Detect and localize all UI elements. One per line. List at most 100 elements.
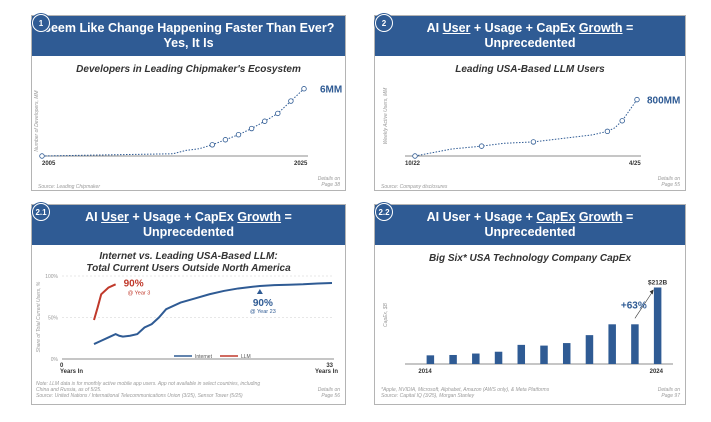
panel-header: Seem Like Change Happening Faster Than E…	[32, 16, 345, 56]
section-badge: 2.2	[375, 203, 393, 221]
subtitle-line: Internet vs. Leading USA-Based LLM:	[99, 251, 278, 262]
bar	[517, 344, 526, 364]
section-badge: 1	[32, 14, 50, 32]
title-underlined: User	[442, 21, 471, 35]
title-underlined: Growth	[237, 210, 282, 224]
data-point	[530, 139, 537, 145]
details-line: Details on	[657, 387, 680, 393]
data-point	[275, 110, 281, 117]
note-line: Source: Capital IQ (3/25), Morgan Stanle…	[381, 393, 475, 399]
growth-arrow-line	[634, 291, 653, 319]
panel-title-line1: Seem Like Change Happening Faster Than E…	[42, 21, 335, 35]
data-point	[301, 86, 307, 92]
source-note: Source: Leading Chipmaker	[38, 184, 100, 190]
x-tick-label: 2014	[418, 369, 432, 375]
series-line	[41, 88, 305, 157]
title-part: =	[281, 210, 292, 224]
internet-annotation-sub: @ Year 23	[250, 309, 276, 315]
data-point	[619, 118, 625, 124]
note-line: *Apple, NVIDIA, Microsoft, Alphabet, Ama…	[381, 387, 550, 393]
details-line: Details on	[657, 176, 680, 182]
bar	[608, 324, 616, 364]
bar	[494, 351, 503, 364]
details-line: Page 56	[321, 393, 340, 399]
x-axis-label: Years In	[60, 369, 83, 375]
llm-series-line	[93, 283, 117, 321]
details-note: Details on Page 55	[658, 176, 680, 188]
panel-header: AI User + Usage + CapEx Growth = Unprece…	[32, 205, 345, 245]
bar-value-label: $212B	[648, 279, 667, 286]
growth-label: +63%	[621, 300, 647, 311]
title-underlined: Growth	[578, 210, 623, 224]
y-axis-label: CapEx, $B	[383, 302, 389, 327]
panel-title-line2: Unprecedented	[484, 225, 576, 239]
end-value-label: 6MM	[320, 85, 342, 96]
series-line	[414, 99, 638, 157]
x-axis-label: Years In	[315, 369, 338, 375]
bar	[585, 335, 594, 364]
y-tick-label: 100%	[45, 274, 58, 280]
chart-subtitle: Internet vs. Leading USA-Based LLM: Tota…	[32, 251, 345, 275]
x-tick-label: 2024	[650, 369, 664, 375]
bar	[426, 355, 435, 364]
title-part: + Usage + CapEx	[128, 210, 238, 224]
internet-series-line	[93, 282, 333, 345]
y-axis-label: Share of Total Current Users, %	[36, 281, 42, 352]
details-line: Details on	[317, 176, 340, 182]
chart-subtitle: Big Six* USA Technology Company CapEx	[428, 253, 632, 264]
data-point	[634, 96, 640, 103]
internet-annotation-value: 90%	[253, 298, 273, 309]
title-part: AI User + Usage +	[426, 210, 537, 224]
panel-title-line2: Yes, It Is	[163, 36, 214, 50]
panel-title-line2: Unprecedented	[484, 36, 576, 50]
x-tick-label: 10/22	[405, 161, 421, 167]
bar	[562, 343, 571, 364]
source-note: Source: Company disclosures	[381, 184, 448, 190]
title-part: + Usage + CapEx	[470, 21, 579, 35]
data-point	[248, 125, 255, 132]
panel-header: AI User + Usage + CapEx Growth = Unprece…	[375, 16, 685, 56]
data-point	[235, 131, 242, 138]
bar	[540, 345, 548, 364]
data-point	[288, 98, 294, 104]
title-part: =	[622, 21, 634, 35]
panel-title-line1: AI User + Usage + CapEx Growth =	[32, 210, 345, 225]
details-line: Page 97	[661, 393, 680, 399]
panel-title-line1: AI User + Usage + CapEx Growth =	[375, 21, 685, 36]
panel-llm-users: AI User + Usage + CapEx Growth = Unprece…	[374, 15, 686, 191]
section-badge: 2	[375, 14, 393, 32]
llm-annotation-sub: @ Year 3	[128, 290, 151, 296]
title-part: =	[622, 210, 634, 224]
panel-title-line2: Unprecedented	[143, 225, 234, 239]
llm-annotation-value: 90%	[124, 278, 144, 289]
panel-header: AI User + Usage + CapEx Growth = Unprece…	[375, 205, 685, 245]
legend-label-llm: LLM	[241, 354, 251, 360]
bar	[472, 353, 480, 364]
y-tick-label: 50%	[48, 316, 59, 322]
x-tick-label: 0	[60, 363, 64, 369]
details-note: Details on Page 56	[318, 387, 340, 399]
note-line: Note: LLM data is for monthly active mob…	[36, 381, 261, 387]
details-note: Details on Page 97	[658, 387, 680, 399]
developers-chart: Number of Developers, MM 2005 2025 6MM	[34, 85, 342, 167]
y-tick-label: 0%	[51, 357, 59, 363]
section-badge: 2.1	[32, 203, 50, 221]
y-axis-label: Number of Developers, MM	[34, 90, 40, 152]
legend-label-internet: Internet	[195, 354, 213, 360]
x-tick-label: 4/25	[629, 161, 641, 167]
data-point	[261, 118, 268, 124]
bar	[653, 287, 662, 364]
title-part: AI	[426, 21, 443, 35]
details-note: Details on Page 38	[318, 176, 340, 188]
data-point	[39, 153, 45, 159]
title-underlined: Growth	[578, 21, 623, 35]
details-line: Page 55	[661, 182, 680, 188]
bar	[449, 354, 457, 364]
data-point	[209, 142, 215, 148]
internet-vs-llm-chart: 100% 50% 0% Share of Total Current Users, %…	[36, 274, 338, 375]
capex-chart: CapEx, $B 2014 2024 $212B +63%	[383, 279, 673, 375]
subtitle-line: Total Current Users Outside North Americ…	[86, 263, 291, 274]
source-note: *Apple, NVIDIA, Microsoft, Alphabet, Ama…	[381, 387, 549, 399]
title-underlined: CapEx	[536, 210, 576, 224]
panel-developers: Seem Like Change Happening Faster Than E…	[31, 15, 346, 191]
